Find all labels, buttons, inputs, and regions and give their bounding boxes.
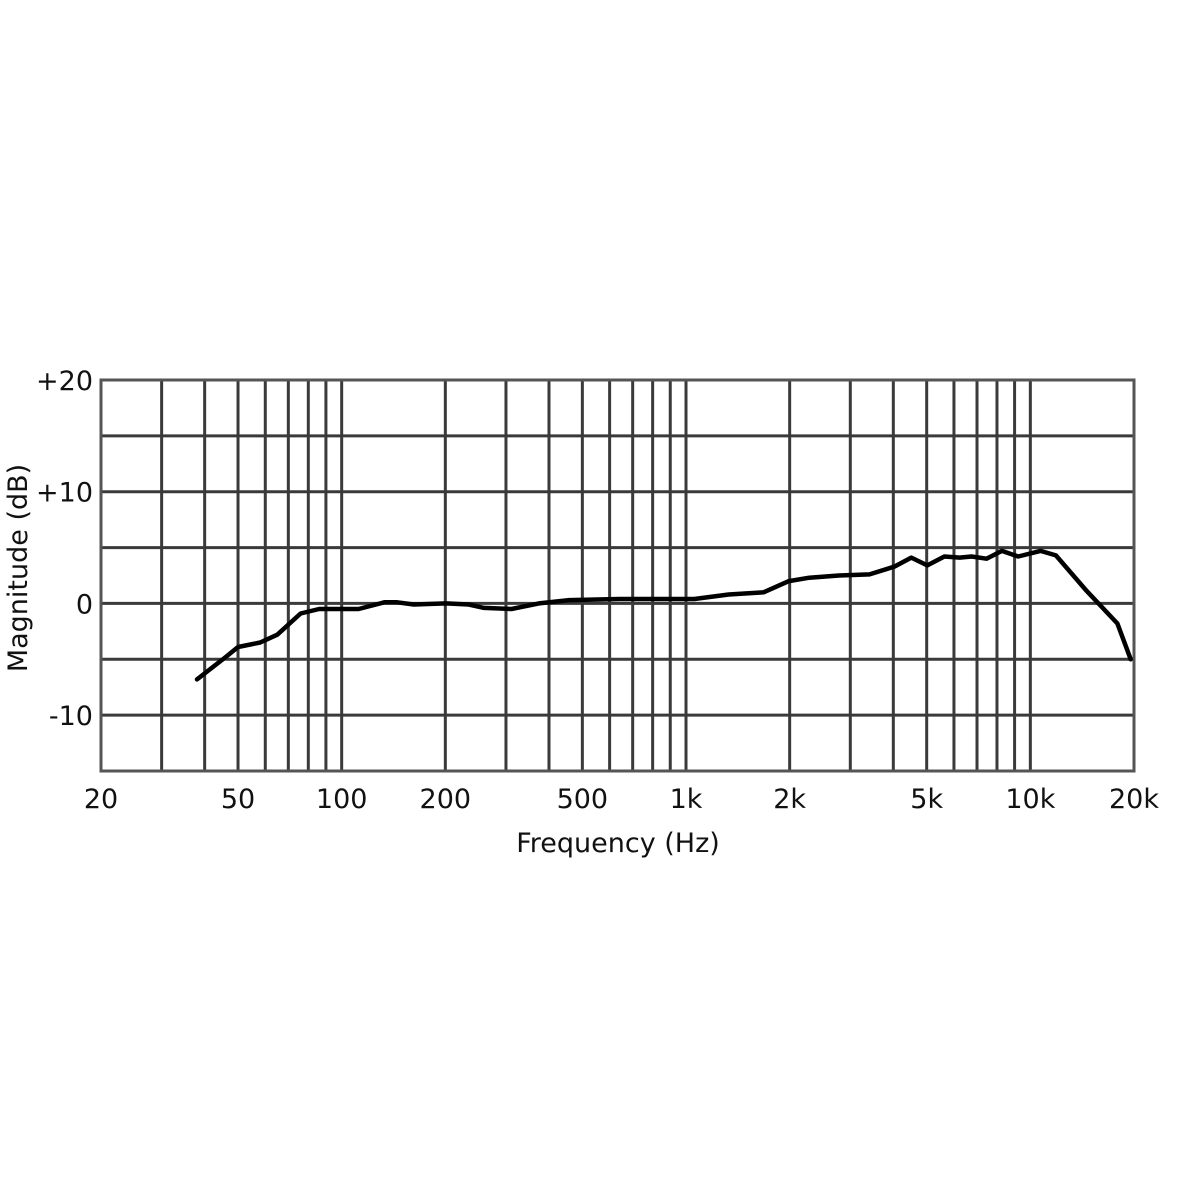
x-tick-label: 5k [910, 784, 943, 815]
x-tick-label: 20k [1109, 784, 1159, 815]
x-tick-label: 100 [316, 784, 368, 815]
x-tick-label: 20 [84, 784, 118, 815]
y-tick-label: 0 [76, 589, 93, 620]
y-axis-title: Magnitude (dB) [3, 464, 34, 672]
x-tick-label: 10k [1005, 784, 1055, 815]
x-tick-label: 1k [670, 784, 703, 815]
y-tick-label: -10 [49, 701, 93, 732]
x-axis-title: Frequency (Hz) [516, 828, 720, 859]
x-tick-label: 2k [773, 784, 806, 815]
x-tick-label: 200 [420, 784, 472, 815]
x-tick-label: 500 [557, 784, 609, 815]
response-line [194, 548, 1133, 682]
plot-border [99, 378, 1136, 773]
y-tick-label: +20 [36, 366, 93, 397]
x-tick-label: 50 [221, 784, 255, 815]
y-tick-label: +10 [36, 478, 93, 509]
